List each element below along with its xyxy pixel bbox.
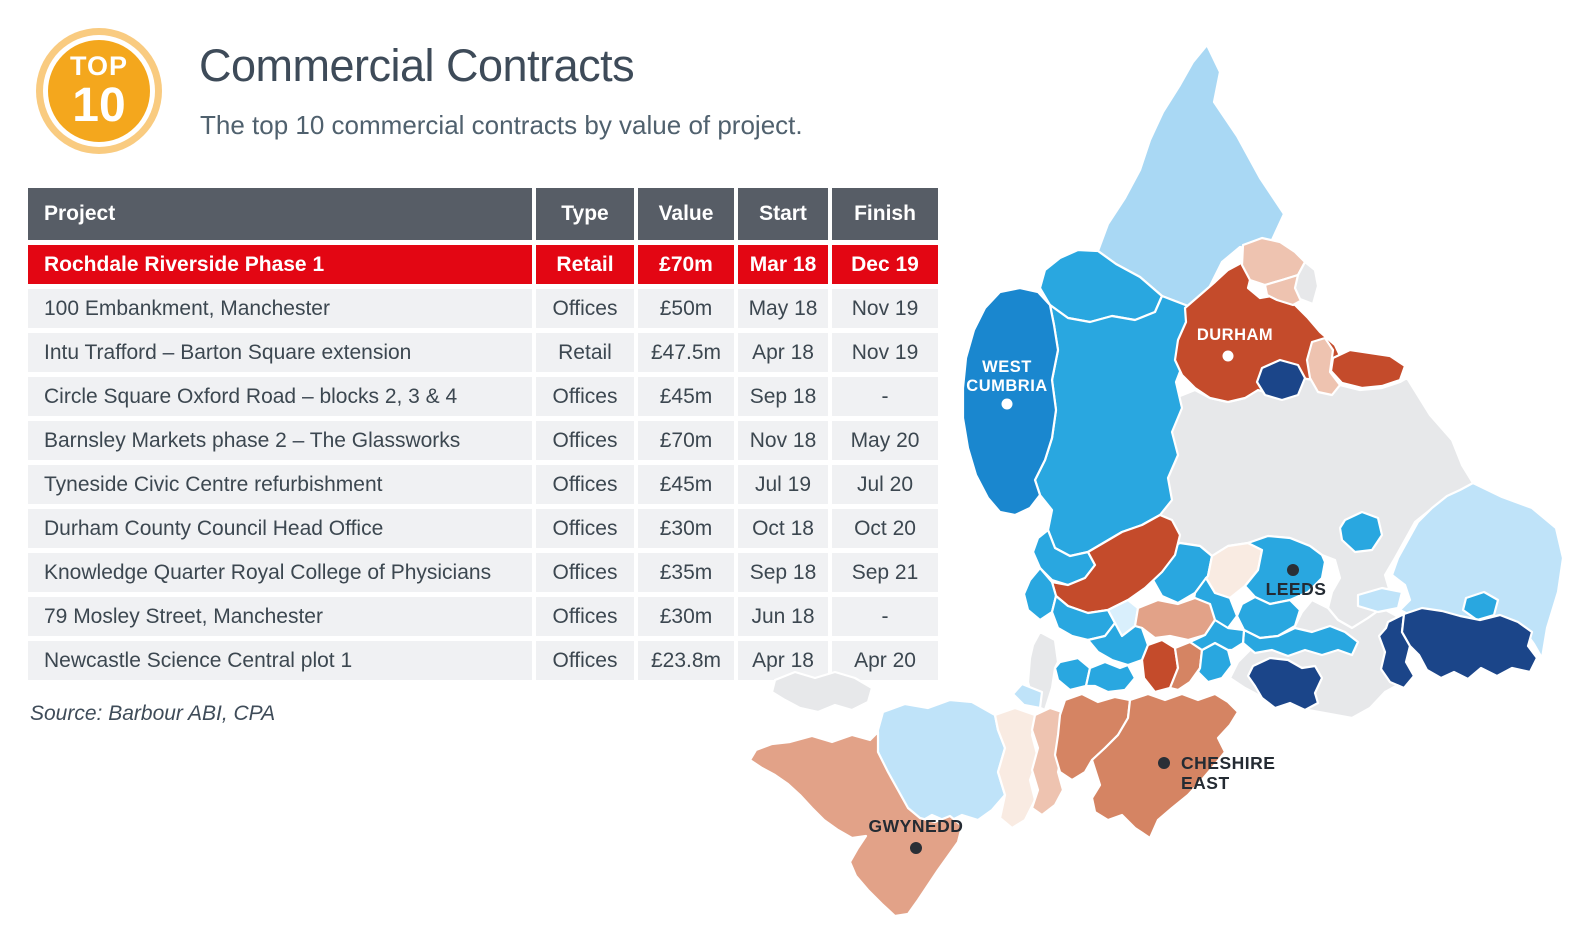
- leeds-marker-dot: [1287, 564, 1299, 576]
- col-header-start: Start: [738, 188, 828, 240]
- region-liverpool: [1053, 656, 1092, 692]
- durham-label: DURHAM: [1197, 326, 1273, 344]
- table-cell-finish: Nov 19: [832, 333, 938, 372]
- region-wirral: [1011, 682, 1044, 710]
- region-sunderland: [1293, 260, 1320, 306]
- region-warrington: [1084, 660, 1137, 694]
- table-cell-value: £47.5m: [638, 333, 734, 372]
- region-sheffield: [1246, 656, 1324, 712]
- west-cumbria-label-line1: WEST: [982, 358, 1032, 376]
- table-cell-start: Apr 18: [738, 641, 828, 680]
- col-header-value: Value: [638, 188, 734, 240]
- table-cell-project: Newcastle Science Central plot 1: [28, 641, 532, 680]
- table-cell-start: May 18: [738, 289, 828, 328]
- source-note: Source: Barbour ABI, CPA: [30, 702, 276, 725]
- table-cell-project: 79 Mosley Street, Manchester: [28, 597, 532, 636]
- page-subtitle: The top 10 commercial contracts by value…: [200, 110, 803, 140]
- col-header-finish: Finish: [832, 188, 938, 240]
- region-lancashire: [1050, 513, 1182, 615]
- region-hull: [1461, 590, 1500, 622]
- table-cell-finish: Oct 20: [832, 509, 938, 548]
- top10-badge: TOP 10: [36, 28, 162, 154]
- region-hartlepool: [1255, 358, 1307, 402]
- region-north-east-lincolnshire: [1400, 606, 1539, 681]
- region-redcar: [1329, 348, 1407, 390]
- table-cell-value: £35m: [638, 553, 734, 592]
- region-selby: [1356, 586, 1404, 614]
- table-cell-project: Knowledge Quarter Royal College of Physi…: [28, 553, 532, 592]
- contracts-table: Project Type Value Start Finish Rochdale…: [28, 188, 938, 680]
- table-cell-value: £70m: [638, 245, 734, 284]
- table-cell-project: Tyneside Civic Centre refurbishment: [28, 465, 532, 504]
- table-cell-project: Barnsley Markets phase 2 – The Glasswork…: [28, 421, 532, 460]
- leeds-label: LEEDS: [1266, 579, 1327, 599]
- table-cell-finish: Sep 21: [832, 553, 938, 592]
- table-cell-start: Apr 18: [738, 333, 828, 372]
- badge-inner-disc: TOP 10: [48, 40, 150, 142]
- region-oldham: [1188, 618, 1246, 652]
- table-cell-type: Offices: [536, 553, 634, 592]
- table-cell-type: Offices: [536, 641, 634, 680]
- badge-number: 10: [72, 78, 126, 132]
- west-cumbria-marker-dot: [1001, 398, 1013, 410]
- table-cell-finish: -: [832, 377, 938, 416]
- durham-marker-dot: [1222, 350, 1234, 362]
- region-stockton: [1305, 336, 1342, 397]
- table-cell-start: Jun 18: [738, 597, 828, 636]
- region-rochdale: [1133, 596, 1217, 642]
- table-cell-finish: Dec 19: [832, 245, 938, 284]
- table-cell-type: Offices: [536, 509, 634, 548]
- table-cell-type: Offices: [536, 289, 634, 328]
- table-cell-value: £23.8m: [638, 641, 734, 680]
- table-cell-project: Durham County Council Head Office: [28, 509, 532, 548]
- badge-top-word: TOP: [69, 50, 128, 81]
- table-cell-project: Intu Trafford – Barton Square extension: [28, 333, 532, 372]
- table-cell-value: £30m: [638, 597, 734, 636]
- table-cell-type: Offices: [536, 597, 634, 636]
- gwynedd-label: GWYNEDD: [869, 816, 964, 836]
- region-bolton: [1086, 621, 1150, 667]
- table-cell-start: Sep 18: [738, 377, 828, 416]
- region-anglesey: [770, 670, 874, 714]
- table-cell-type: Offices: [536, 421, 634, 460]
- table-cell-value: £50m: [638, 289, 734, 328]
- cheshire-east-label-line2: EAST: [1181, 773, 1230, 793]
- table-cell-value: £45m: [638, 377, 734, 416]
- gwynedd-marker-dot: [910, 842, 922, 854]
- table-cell-start: Oct 18: [738, 509, 828, 548]
- region-gwynedd: [748, 730, 964, 918]
- table-cell-start: Jul 19: [738, 465, 828, 504]
- table-cell-value: £30m: [638, 509, 734, 548]
- cheshire-east-marker-dot: [1158, 757, 1170, 769]
- table-cell-project: Rochdale Riverside Phase 1: [28, 245, 532, 284]
- region-leeds: [1243, 534, 1327, 606]
- table-cell-start: Sep 18: [738, 553, 828, 592]
- table-cell-type: Offices: [536, 377, 634, 416]
- region-map: WEST CUMBRIA DURHAM LEEDS CHESHIRE EAST …: [748, 43, 1565, 918]
- table-cell-finish: May 20: [832, 421, 938, 460]
- table-cell-finish: -: [832, 597, 938, 636]
- table-cell-value: £70m: [638, 421, 734, 460]
- region-south-yorkshire: [1241, 624, 1360, 658]
- cheshire-east-label-line1: CHESHIRE: [1181, 753, 1275, 773]
- page-title: Commercial Contracts: [199, 40, 635, 91]
- col-header-project: Project: [28, 188, 532, 240]
- region-blackpool: [1022, 566, 1058, 622]
- table-cell-project: Circle Square Oxford Road – blocks 2, 3 …: [28, 377, 532, 416]
- table-cell-value: £45m: [638, 465, 734, 504]
- table-cell-finish: Jul 20: [832, 465, 938, 504]
- table-cell-project: 100 Embankment, Manchester: [28, 289, 532, 328]
- table-cell-start: Mar 18: [738, 245, 828, 284]
- col-header-type: Type: [536, 188, 634, 240]
- table-cell-type: Offices: [536, 465, 634, 504]
- table-cell-finish: Apr 20: [832, 641, 938, 680]
- table-cell-start: Nov 18: [738, 421, 828, 460]
- region-york: [1338, 510, 1384, 554]
- west-cumbria-label-line2: CUMBRIA: [966, 377, 1047, 395]
- table-cell-finish: Nov 19: [832, 289, 938, 328]
- table-cell-type: Retail: [536, 245, 634, 284]
- table-cell-type: Retail: [536, 333, 634, 372]
